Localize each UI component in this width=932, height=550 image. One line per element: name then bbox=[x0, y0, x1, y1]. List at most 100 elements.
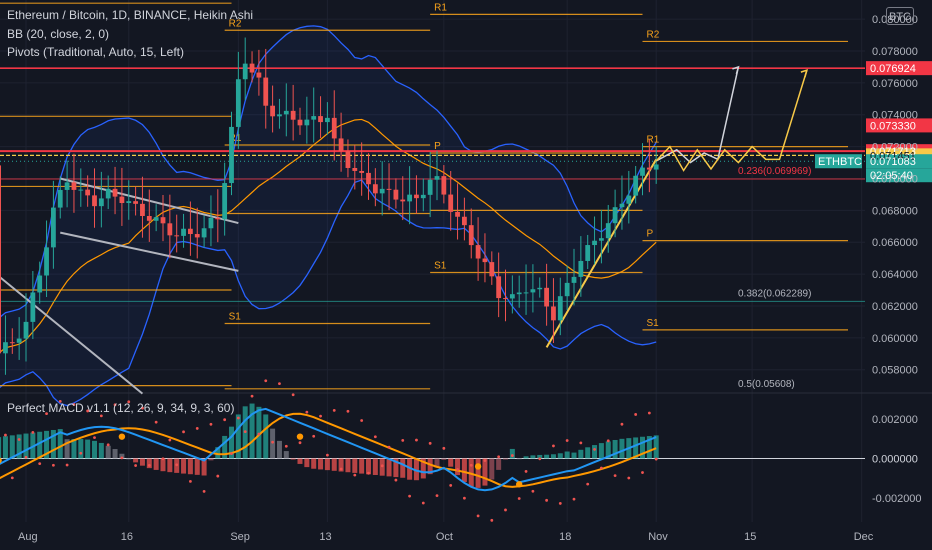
candle-body[interactable] bbox=[393, 189, 399, 200]
candle-body[interactable] bbox=[414, 194, 419, 199]
candle-body[interactable] bbox=[509, 294, 515, 299]
candle-body[interactable] bbox=[564, 282, 570, 297]
candle-body[interactable] bbox=[98, 198, 104, 207]
macd-legend[interactable]: Perfect MACD v1.1 (12, 26, 9, 34, 9, 3, … bbox=[7, 401, 235, 415]
candle-body[interactable] bbox=[215, 217, 221, 220]
candle-body[interactable] bbox=[578, 260, 584, 277]
candle-body[interactable] bbox=[605, 223, 611, 239]
candle-body[interactable] bbox=[153, 217, 159, 221]
candle-body[interactable] bbox=[229, 126, 234, 184]
candle-body[interactable] bbox=[516, 292, 522, 295]
candle-body[interactable] bbox=[57, 189, 63, 208]
candle-body[interactable] bbox=[304, 119, 310, 126]
candle-body[interactable] bbox=[3, 342, 8, 354]
candle-body[interactable] bbox=[345, 151, 351, 168]
candle-body[interactable] bbox=[557, 296, 563, 321]
candle-body[interactable] bbox=[482, 258, 488, 263]
candle-body[interactable] bbox=[599, 238, 604, 241]
candle-body[interactable] bbox=[0, 165, 2, 354]
channel-lower-trendline[interactable] bbox=[60, 231, 239, 272]
candle-body[interactable] bbox=[372, 184, 378, 194]
candle-body[interactable] bbox=[140, 203, 145, 216]
candle-body[interactable] bbox=[222, 183, 228, 220]
candle-body[interactable] bbox=[126, 201, 132, 204]
candle-body[interactable] bbox=[489, 262, 495, 277]
candle-body[interactable] bbox=[16, 338, 22, 343]
candle-body[interactable] bbox=[160, 217, 166, 224]
candle-body[interactable] bbox=[653, 164, 659, 170]
candle-body[interactable] bbox=[23, 321, 29, 339]
candle-body[interactable] bbox=[441, 176, 447, 195]
candle-body[interactable] bbox=[92, 195, 97, 207]
candle-body[interactable] bbox=[325, 117, 330, 123]
candle-body[interactable] bbox=[201, 228, 207, 238]
candle-body[interactable] bbox=[496, 276, 502, 299]
candle-body[interactable] bbox=[78, 189, 84, 191]
candle-body[interactable] bbox=[311, 116, 317, 120]
candle-body[interactable] bbox=[167, 223, 173, 236]
candle-body[interactable] bbox=[352, 167, 358, 171]
candle-body[interactable] bbox=[626, 195, 632, 204]
candle-body[interactable] bbox=[208, 217, 214, 229]
candle-body[interactable] bbox=[434, 176, 440, 180]
candle-body[interactable] bbox=[37, 275, 43, 293]
price-axis[interactable] bbox=[866, 61, 932, 183]
candle-body[interactable] bbox=[331, 117, 337, 139]
candle-body[interactable] bbox=[633, 175, 639, 196]
candle-body[interactable] bbox=[551, 306, 556, 321]
candle-body[interactable] bbox=[297, 119, 303, 126]
descending-trendline[interactable] bbox=[0, 276, 144, 395]
candle-body[interactable] bbox=[112, 188, 118, 197]
candle-body[interactable] bbox=[523, 292, 529, 294]
candle-body[interactable] bbox=[585, 245, 591, 261]
candle-body[interactable] bbox=[263, 77, 269, 106]
candle-body[interactable] bbox=[270, 105, 275, 117]
candle-body[interactable] bbox=[71, 182, 77, 190]
candle-body[interactable] bbox=[9, 342, 15, 344]
candle-body[interactable] bbox=[256, 72, 262, 78]
pivots-legend[interactable]: Pivots (Traditional, Auto, 15, Left) bbox=[7, 45, 184, 59]
candle-body[interactable] bbox=[30, 292, 36, 322]
candle-body[interactable] bbox=[646, 167, 652, 170]
candle-body[interactable] bbox=[283, 110, 289, 115]
candle-body[interactable] bbox=[386, 188, 392, 190]
candle-body[interactable] bbox=[174, 235, 180, 237]
candle-body[interactable] bbox=[619, 203, 625, 208]
candle-body[interactable] bbox=[133, 201, 138, 204]
candle-body[interactable] bbox=[338, 138, 344, 152]
candle-body[interactable] bbox=[105, 188, 111, 199]
bb-legend[interactable]: BB (20, close, 2, 0) bbox=[7, 27, 110, 41]
candle-body[interactable] bbox=[359, 170, 365, 173]
candle-body[interactable] bbox=[475, 245, 481, 259]
candle-body[interactable] bbox=[379, 188, 385, 194]
candle-body[interactable] bbox=[544, 287, 549, 307]
candle-body[interactable] bbox=[503, 298, 508, 300]
candle-body[interactable] bbox=[242, 63, 248, 80]
candle-body[interactable] bbox=[194, 234, 200, 238]
candle-body[interactable] bbox=[468, 225, 474, 246]
candle-body[interactable] bbox=[64, 182, 70, 190]
candle-body[interactable] bbox=[235, 79, 241, 127]
candle-body[interactable] bbox=[455, 211, 460, 217]
candle-body[interactable] bbox=[290, 110, 296, 120]
candle-body[interactable] bbox=[571, 276, 577, 283]
candle-body[interactable] bbox=[318, 116, 323, 123]
candle-body[interactable] bbox=[188, 228, 193, 235]
candle-body[interactable] bbox=[181, 228, 186, 236]
candle-body[interactable] bbox=[420, 194, 426, 199]
candle-body[interactable] bbox=[51, 207, 56, 248]
candle-body[interactable] bbox=[119, 196, 125, 204]
candle-body[interactable] bbox=[537, 287, 543, 290]
candle-body[interactable] bbox=[277, 114, 282, 117]
candle-body[interactable] bbox=[249, 63, 255, 73]
candle-body[interactable] bbox=[530, 289, 536, 293]
candle-body[interactable] bbox=[44, 247, 49, 276]
candle-body[interactable] bbox=[448, 194, 454, 212]
candle-body[interactable] bbox=[85, 189, 91, 196]
candle-body[interactable] bbox=[592, 240, 597, 246]
candle-body[interactable] bbox=[407, 194, 412, 202]
currency-badge[interactable]: BTC bbox=[886, 7, 914, 25]
candle-body[interactable] bbox=[400, 199, 406, 202]
candle-body[interactable] bbox=[462, 216, 467, 226]
